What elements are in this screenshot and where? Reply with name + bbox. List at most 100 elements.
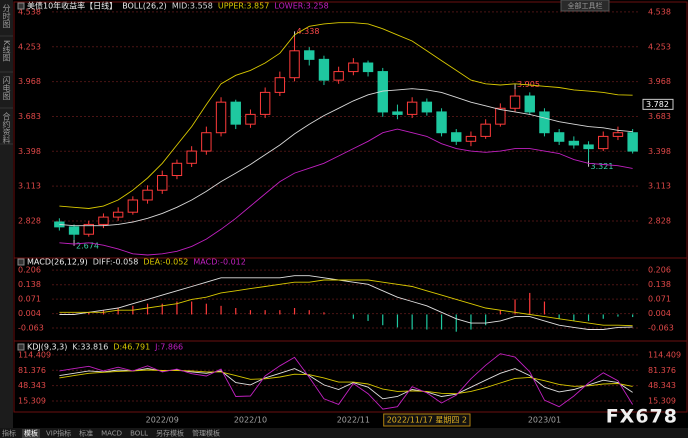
series-line xyxy=(59,128,633,256)
candle-body xyxy=(421,101,433,113)
y-tick-label: -0.063 xyxy=(18,324,44,333)
y-tick-label-right: 0.206 xyxy=(648,266,671,275)
candle-body xyxy=(524,95,535,113)
candle-body xyxy=(627,132,638,152)
y-tick-label-right: 2.828 xyxy=(648,217,671,226)
y-tick-label: 48.343 xyxy=(18,381,46,390)
candle-body xyxy=(171,162,183,177)
header-text: MID:3.558 xyxy=(172,2,213,11)
toolbar-item[interactable]: 标准 xyxy=(79,429,93,438)
y-tick-label-right: -0.063 xyxy=(648,324,674,333)
toolbar-item[interactable]: 管理模板 xyxy=(192,429,220,438)
header-icon xyxy=(17,343,25,351)
candle-body xyxy=(451,132,462,142)
candle-body xyxy=(480,123,491,137)
candle-body xyxy=(157,175,168,191)
y-tick-label-right: 3.113 xyxy=(648,182,671,191)
cursor-label-box xyxy=(383,413,471,427)
candle-body xyxy=(83,223,94,235)
candle-body xyxy=(215,101,227,134)
tool-button[interactable] xyxy=(560,0,610,12)
y-tick-label-right: 81.376 xyxy=(648,366,676,375)
y-tick-label-right: 15.309 xyxy=(648,397,676,406)
candle-body xyxy=(201,132,212,152)
series-line xyxy=(59,22,633,209)
y-tick-label-right: 0.071 xyxy=(648,295,671,304)
y-tick-label: 3.683 xyxy=(18,112,41,121)
candle-body xyxy=(392,111,403,115)
toolbar-item[interactable]: 另存模板 xyxy=(156,429,184,438)
toolbar-item[interactable]: 指标 xyxy=(2,429,16,438)
candle-body xyxy=(583,144,594,150)
y-tick-label: 15.309 xyxy=(18,397,46,406)
candle-body xyxy=(495,107,506,125)
sidebar xyxy=(0,0,13,428)
y-tick-label: 3.113 xyxy=(18,182,41,191)
x-tick-label: 2022/11 xyxy=(337,416,370,425)
header-text: 美债10年收益率【日线】 xyxy=(27,1,117,11)
header-text: MACD:-0.012 xyxy=(193,258,245,267)
y-tick-label-right: 4.253 xyxy=(648,42,671,51)
candle-body xyxy=(259,91,271,115)
candle-body xyxy=(362,62,374,73)
sidebar-tab[interactable]: 合约资料 xyxy=(2,111,11,145)
y-tick-label-right: 114.409 xyxy=(648,350,681,359)
candle-body xyxy=(333,71,344,81)
header-text: KDJ(9,3,3) xyxy=(27,343,67,352)
candle-body xyxy=(509,95,521,109)
candle-body xyxy=(230,101,241,125)
x-tick-label: 2022/10 xyxy=(234,416,267,425)
watermark: FX678 xyxy=(606,406,678,428)
y-tick-label-right: 0.138 xyxy=(648,280,671,289)
cursor-value-box xyxy=(642,98,674,110)
series-line xyxy=(59,88,633,227)
sidebar-tab[interactable]: K线图 xyxy=(2,40,11,62)
series-line xyxy=(59,369,633,395)
candle-body xyxy=(377,71,388,113)
header-text: K:33.816 xyxy=(72,343,108,352)
series-line xyxy=(59,275,633,330)
toolbar-item[interactable]: 模板 xyxy=(24,429,38,438)
y-tick-label: 114.409 xyxy=(18,350,51,359)
header-text: LOWER:3.258 xyxy=(274,2,328,11)
candle-body xyxy=(127,199,139,213)
y-tick-label: 0.004 xyxy=(18,309,41,318)
candle-body xyxy=(274,77,286,93)
y-tick-label-right: 4.538 xyxy=(648,7,671,16)
candle-body xyxy=(553,132,565,142)
y-tick-label: 3.398 xyxy=(18,147,41,156)
toolbar-item[interactable]: MACD xyxy=(101,430,122,438)
sidebar-tab[interactable]: 分时图 xyxy=(2,4,11,29)
x-tick-label: 2023/01 xyxy=(528,416,561,425)
y-tick-label: 2.828 xyxy=(18,217,41,226)
candle-body xyxy=(289,50,300,79)
toolbar-item[interactable]: VIP指标 xyxy=(46,429,71,438)
candle-body xyxy=(406,101,418,115)
candle-body xyxy=(348,62,359,73)
y-tick-label: 4.253 xyxy=(18,42,41,51)
candle-body xyxy=(98,216,109,225)
header-text: DIFF:-0.058 xyxy=(93,258,139,267)
candle-body xyxy=(539,111,550,134)
header-text: UPPER:3.857 xyxy=(218,2,269,11)
series-line xyxy=(59,279,633,327)
header-icon xyxy=(17,2,25,10)
candle-body xyxy=(186,150,197,164)
y-tick-label-right: 3.968 xyxy=(648,77,671,86)
candle-body xyxy=(318,58,330,81)
toolbar-item[interactable]: BOLL xyxy=(130,430,148,438)
sidebar-tab[interactable]: 闪电图 xyxy=(2,76,11,101)
candle-body xyxy=(304,50,315,60)
candle-body xyxy=(68,226,80,235)
header-text: BOLL(26,2) xyxy=(122,2,167,11)
toolbar xyxy=(0,428,688,438)
header-text: DEA:-0.052 xyxy=(143,258,188,267)
y-tick-label: 0.071 xyxy=(18,295,41,304)
candle-body xyxy=(142,189,153,201)
tool-button-label[interactable]: 全部工具栏 xyxy=(568,1,603,10)
candle-body xyxy=(112,211,124,218)
header-text: J:7.866 xyxy=(154,343,183,352)
